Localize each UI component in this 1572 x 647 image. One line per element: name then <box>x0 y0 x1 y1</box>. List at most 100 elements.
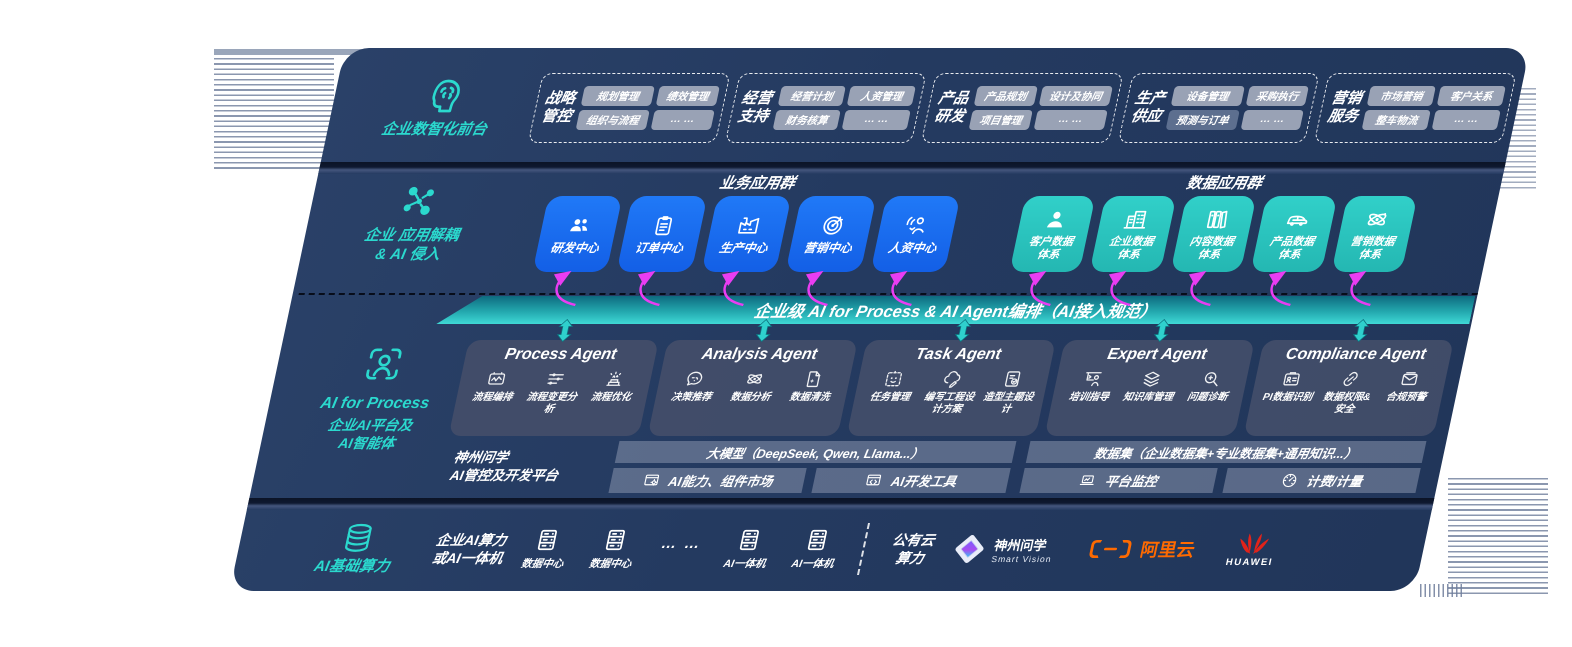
partner-aliyun: 阿里云 <box>1085 536 1198 562</box>
mail-icon <box>1398 369 1422 389</box>
agent-title: Analysis Agent <box>700 346 819 363</box>
layers-icon <box>1140 369 1164 389</box>
aliyun-logo <box>1085 537 1136 561</box>
front-office-label: 企业数智化前台 <box>379 121 489 139</box>
target-icon <box>818 213 848 238</box>
agent-box: Task Agent 任务管理 编写工程设计方案 造型主题设计 <box>846 340 1057 436</box>
server-label: AI一体机 <box>790 558 835 570</box>
card-label: 产品数据 体系 <box>1268 235 1316 261</box>
dataset-section: 数据集（企业数据集+专业数据集+通用知识...） 平台监控 计费/计量 <box>1018 441 1427 493</box>
agent-capability: 数据权限& 安全 <box>1313 369 1382 415</box>
front-office-group: 经营 支持 经营计划 人资管理 财务核算… … <box>724 73 927 143</box>
agent-capability: 培训指导 <box>1058 369 1125 404</box>
group-chips: 设备管理 采购执行 预测与订单… … <box>1165 86 1310 130</box>
group-title: 生产 供应 <box>1129 90 1167 125</box>
card-label: 营销中心 <box>802 240 854 255</box>
training-icon <box>1081 369 1105 389</box>
updown-arrow-icon <box>555 318 576 343</box>
dataset-bar: 数据集（企业数据集+专业数据集+通用知识...） <box>1025 441 1427 463</box>
group-chips: 规划管理 绩效管理 组织与流程… … <box>575 86 720 130</box>
agent-title: Task Agent <box>913 346 1003 363</box>
server-label: 数据中心 <box>588 558 633 570</box>
module-chip: 市场营销 <box>1367 86 1437 106</box>
agent-capability: 流程变更分析 <box>518 369 587 415</box>
group-title: 产品 研发 <box>932 90 971 125</box>
agent-capabilities: 任务管理 编写工程设计方案 造型主题设计 <box>854 369 1045 429</box>
clipboard-icon <box>649 213 679 238</box>
capability-label: 造型主题设计 <box>982 392 1035 415</box>
atom-icon <box>1362 207 1392 232</box>
capability-label: 编写工程设计方案 <box>923 392 976 415</box>
layer-separator <box>246 498 1435 510</box>
agent-capability: 知识库管理 <box>1117 369 1184 404</box>
module-chip: … … <box>1033 110 1108 130</box>
building-icon <box>1121 207 1151 232</box>
cloud-divider <box>857 523 871 575</box>
agent-capability: 流程编排 <box>461 369 528 404</box>
application-groups: 业务应用群 研发中心 订单中心 生产中心 营销中心 人资中心 数据应用群 客户数据 体系… <box>496 172 1496 274</box>
capability-label: 问题诊断 <box>1186 392 1229 403</box>
updown-arrow-icon <box>1351 318 1372 343</box>
app-card: 客户数据 体系 <box>1009 196 1096 272</box>
platform-cell-label: 平台监控 <box>1103 474 1159 489</box>
module-chip: 人资管理 <box>847 86 917 106</box>
server-icon <box>802 527 834 553</box>
partner-name: 神州问学 <box>992 537 1049 553</box>
app-card: 订单中心 <box>616 196 708 272</box>
data-group-title: 数据应用群 <box>1184 175 1264 192</box>
capability-label: 流程优化 <box>589 392 633 403</box>
molecule-icon <box>395 182 444 222</box>
architecture-panel: 企业数智化前台 战略 管控 规划管理 绩效管理 组织与流程… … 经营 支持 经营计划 人资… <box>229 48 1530 591</box>
card-label: 生产中心 <box>718 240 770 255</box>
database-icon <box>338 522 378 555</box>
factory-icon <box>733 213 763 238</box>
app-card: 人资中心 <box>870 196 961 272</box>
platform-cell-label: AI能力、组件市场 <box>666 474 775 489</box>
user-icon <box>1041 207 1071 232</box>
capability-label: 数据分析 <box>729 392 772 403</box>
card-label: 订单中心 <box>633 240 685 255</box>
decorative-stripes-bottom-edge <box>1420 584 1462 597</box>
application-side: 企业 应用解耦 & AI 侵入 <box>311 172 518 274</box>
agent-layer-title: AI for Process <box>318 395 431 412</box>
doc-sparkle-icon <box>801 369 825 389</box>
partner-text: 神州问学 Smart Vision <box>991 535 1057 564</box>
agent-capabilities: PI数据识别 数据权限& 安全 合规预警 <box>1251 369 1442 429</box>
infrastructure-side: AI基础算力 <box>291 522 421 577</box>
agent-layer-side: AI for Process 企业AI平台及 AI智能体 <box>287 344 465 452</box>
group-chips: 经营计划 人资管理 财务核算… … <box>772 86 917 130</box>
monitor-icon <box>1077 472 1098 489</box>
partner-subtitle: Smart Vision <box>990 553 1053 564</box>
partner-huawei: HUAWEI <box>1225 530 1280 568</box>
group-title: 经营 支持 <box>736 90 774 125</box>
agent-capability: 造型主题设计 <box>975 369 1044 415</box>
model-bar: 大模型（DeepSeek, Qwen, Llama...） <box>614 441 1016 463</box>
capability-label: 合规预警 <box>1384 392 1428 403</box>
front-office-layer: 企业数智化前台 战略 管控 规划管理 绩效管理 组织与流程… … 经营 支持 经营计划 人资… <box>335 56 1520 160</box>
group-title: 营销 服务 <box>1326 90 1364 125</box>
chat-bot-icon <box>683 369 707 389</box>
gauge-icon <box>1279 472 1300 489</box>
platform-cell: 平台监控 <box>1018 468 1218 493</box>
partner-name: 阿里云 <box>1138 540 1197 560</box>
agent-capability: 编写工程设计方案 <box>916 369 985 415</box>
partner-name: HUAWEI <box>1224 557 1275 568</box>
server-icon <box>532 527 564 553</box>
module-chip: … … <box>650 110 715 130</box>
app-card: 营销数据 体系 <box>1331 196 1418 272</box>
flow-monitor-icon <box>484 369 508 389</box>
server-label: 数据中心 <box>520 558 565 570</box>
server-node: 数据中心 <box>588 527 639 571</box>
agent-capabilities: 流程编排 流程变更分析 流程优化 <box>456 369 647 429</box>
partner-logos: 神州问学 Smart Vision 阿里云 HUAWEI <box>949 530 1280 568</box>
data-app-group: 数据应用群 客户数据 体系 企业数据 体系 内容数据 体系 产品数据 体系 营销数据 体… <box>1009 172 1422 272</box>
front-office-side: 企业数智化前台 <box>339 76 538 140</box>
ellipsis-label: … … <box>659 534 704 552</box>
front-office-group: 战略 管控 规划管理 绩效管理 组织与流程… … <box>527 73 731 143</box>
sliders-icon <box>543 369 567 389</box>
cloud-edit-icon <box>941 369 965 389</box>
car-icon <box>1282 207 1312 232</box>
brain-icon <box>417 76 466 116</box>
platform-cell: AI能力、组件市场 <box>608 468 807 493</box>
capability-label: 流程编排 <box>471 392 514 403</box>
